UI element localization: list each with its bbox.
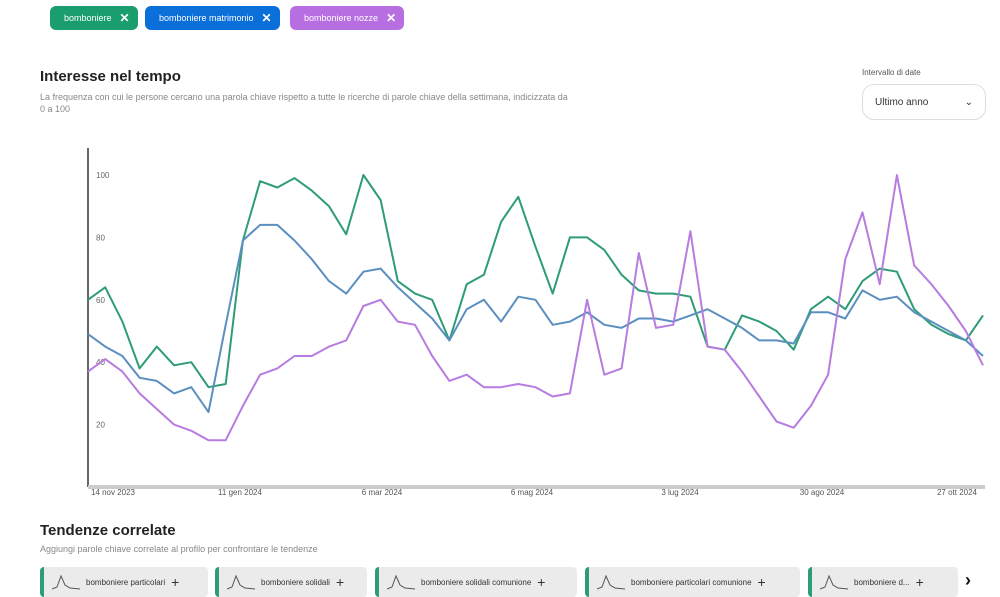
y-tick-label: 60 (96, 296, 105, 305)
series-line-bomboniere-matrimonio (87, 223, 984, 414)
related-trend-label: bomboniere particolari (86, 577, 166, 587)
section-title: Interesse nel tempo (40, 68, 181, 85)
sparkline-icon (52, 574, 80, 590)
plus-icon[interactable]: + (335, 574, 345, 590)
chip-label: bomboniere matrimonio (159, 13, 254, 23)
x-tick-label: 27 ott 2024 (937, 488, 978, 497)
related-trend-label: bomboniere particolari comunione (631, 577, 752, 587)
plus-icon[interactable]: + (757, 574, 766, 590)
y-tick-label: 20 (96, 421, 105, 430)
related-trend-label: bomboniere solidali comunione (421, 577, 532, 587)
plus-icon[interactable]: + (171, 574, 180, 590)
section-subtitle: La frequenza con cui le persone cercano … (40, 92, 568, 114)
related-subtitle: Aggiungi parole chiave correlate al prof… (40, 544, 318, 554)
related-title: Tendenze correlate (40, 522, 176, 539)
chevron-right-icon[interactable]: › (965, 570, 971, 590)
related-trend-card[interactable]: bomboniere solidali + (215, 567, 367, 597)
keyword-chip[interactable]: bomboniere matrimonio ✕ (145, 6, 280, 30)
keyword-chip[interactable]: bomboniere ✕ (50, 6, 138, 30)
related-trend-card[interactable]: bomboniere d... + (808, 567, 958, 597)
related-trend-label: bomboniere d... (854, 577, 910, 587)
x-tick-label: 30 ago 2024 (800, 488, 845, 497)
related-trend-label: bomboniere solidali (261, 577, 330, 587)
close-icon[interactable]: ✕ (261, 11, 272, 25)
close-icon[interactable]: ✕ (119, 11, 130, 25)
x-tick-label: 14 nov 2023 (91, 488, 136, 497)
y-tick-label: 100 (96, 171, 110, 180)
related-trend-card[interactable]: bomboniere solidali comunione + (375, 567, 577, 597)
keyword-chip[interactable]: bomboniere nozze ✕ (290, 6, 405, 30)
close-icon[interactable]: ✕ (386, 11, 397, 25)
related-trend-card[interactable]: bomboniere particolari comunione + (585, 567, 800, 597)
related-trend-card[interactable]: bomboniere particolari + (40, 567, 208, 597)
chip-label: bomboniere (64, 13, 112, 23)
x-tick-label: 3 lug 2024 (661, 488, 699, 497)
x-tick-label: 6 mar 2024 (362, 488, 403, 497)
series-line-bomboniere (87, 174, 984, 389)
date-range-label: Intervallo di date (862, 68, 921, 77)
chevron-down-icon: ⌄ (964, 96, 973, 108)
date-range-select[interactable]: Ultimo anno ⌄ (862, 84, 986, 120)
sparkline-icon (820, 574, 848, 590)
sparkline-icon (597, 574, 625, 590)
x-tick-label: 6 mag 2024 (511, 488, 554, 497)
x-tick-label: 11 gen 2024 (218, 488, 262, 497)
date-range-value: Ultimo anno (875, 96, 929, 108)
chip-label: bomboniere nozze (304, 13, 379, 23)
plus-icon[interactable]: + (915, 574, 924, 590)
series-line-bomboniere-nozze (87, 174, 984, 442)
plus-icon[interactable]: + (537, 574, 546, 590)
sparkline-icon (227, 574, 255, 590)
sparkline-icon (387, 574, 415, 590)
y-tick-label: 80 (96, 233, 105, 242)
